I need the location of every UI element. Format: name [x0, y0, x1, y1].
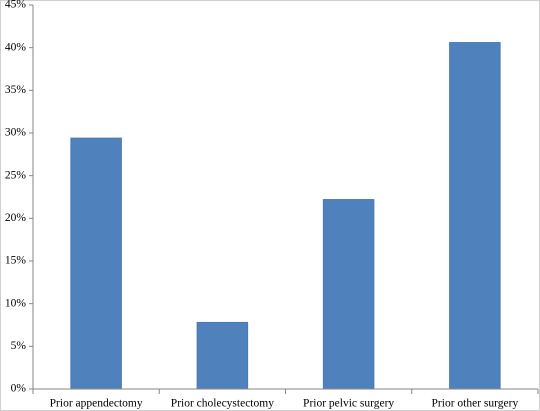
y-tick-label: 30%	[5, 127, 27, 139]
y-tick-label: 35%	[5, 84, 27, 96]
y-tick-label: 5%	[11, 340, 27, 352]
y-tick-label: 45%	[5, 0, 27, 11]
y-tick-label: 20%	[5, 212, 27, 224]
x-tick-label: Prior other surgery	[432, 398, 519, 410]
y-tick-label: 0%	[11, 383, 27, 395]
bar	[70, 137, 122, 390]
y-tick-label: 10%	[5, 297, 27, 309]
bar	[322, 199, 375, 390]
y-tick-label: 25%	[5, 169, 27, 181]
y-tick-label: 40%	[5, 41, 27, 53]
bar	[449, 42, 501, 390]
x-tick-label: Prior cholecystectomy	[171, 398, 274, 410]
x-tick-label: Prior appendectomy	[50, 398, 143, 410]
x-tick-label: Prior pelvic surgery	[303, 398, 394, 410]
bar	[196, 321, 249, 390]
y-tick-label: 15%	[5, 255, 27, 267]
